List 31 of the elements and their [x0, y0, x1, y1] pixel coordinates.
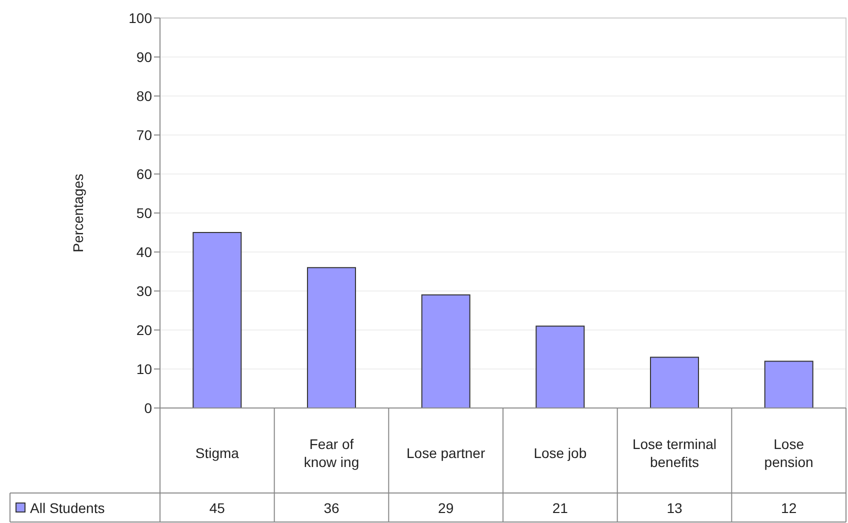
y-tick-label: 0 [144, 400, 152, 416]
y-tick-label: 90 [136, 48, 152, 65]
data-label: 21 [552, 500, 568, 516]
x-tick-label: Fear of know ing [304, 436, 360, 470]
y-tick-label: 40 [136, 244, 152, 260]
bar [421, 294, 470, 408]
bar [306, 267, 356, 408]
y-tick-label: 60 [136, 166, 152, 182]
data-label: 36 [324, 500, 340, 516]
y-tick-label: 10 [136, 360, 152, 377]
y-tick-label: 30 [136, 282, 152, 299]
x-tick-label: Lose pension [764, 436, 814, 470]
y-tick-label: 70 [136, 126, 152, 143]
y-tick-label: 20 [136, 322, 152, 338]
data-label: 13 [666, 500, 682, 516]
data-label: 29 [438, 500, 454, 516]
data-label: 12 [781, 500, 797, 516]
data-label: 45 [209, 500, 226, 516]
legend-label: All Students [30, 500, 105, 516]
x-tick-label: Lose partner [406, 445, 486, 461]
y-axis-title: Percentages [70, 174, 86, 252]
bar [764, 360, 814, 408]
bar [536, 326, 585, 408]
bar [650, 356, 699, 408]
x-tick-label: Stigma [195, 445, 240, 461]
y-tick-label: 50 [136, 204, 152, 221]
x-tick-label: Lose job [534, 445, 587, 461]
x-tick-label: Lose terminal benefits [632, 436, 717, 470]
bar [192, 232, 242, 408]
y-tick-label: 80 [136, 88, 152, 104]
y-tick-label: 100 [128, 10, 152, 26]
